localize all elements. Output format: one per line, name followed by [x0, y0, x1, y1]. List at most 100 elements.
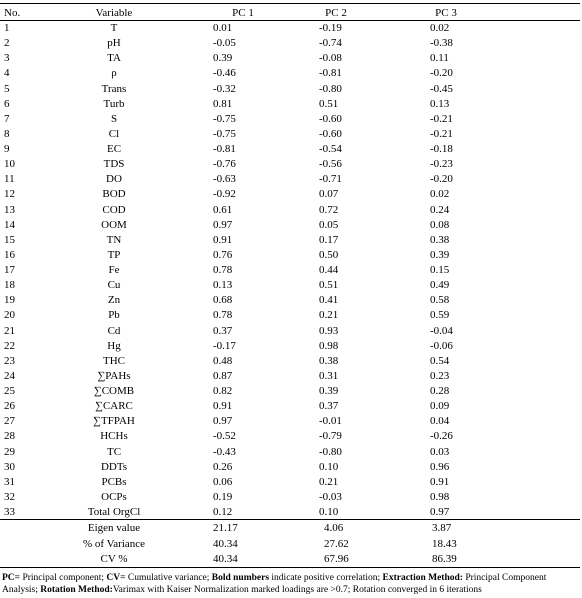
variable-name: ρ [111, 67, 117, 80]
loading-value: 0.72 [319, 203, 339, 216]
variable-name: Total OrgCl [87, 506, 141, 518]
loading-value: 0.03 [430, 445, 450, 458]
variable-name: ∑COMB [93, 385, 135, 397]
loading-value: -0.03 [319, 490, 342, 503]
row-number: 7 [4, 112, 10, 125]
loading-value: -0.17 [213, 339, 236, 352]
loading-value: 0.39 [319, 385, 339, 397]
loading-value: -0.20 [430, 173, 453, 186]
row-number: 23 [4, 354, 15, 367]
row-number: 3 [4, 52, 10, 65]
summary-value: 4.06 [324, 522, 344, 534]
loading-value: 0.97 [213, 415, 233, 428]
variable-name: TP [107, 248, 121, 261]
loading-value: 0.78 [213, 309, 233, 322]
variable-name: Pb [108, 309, 120, 322]
row-number: 30 [4, 460, 15, 473]
loading-value: 0.04 [430, 415, 450, 428]
loading-value: 0.37 [213, 324, 233, 337]
row-number: 13 [4, 203, 15, 216]
loading-value: -0.18 [430, 143, 453, 155]
variable-name: Zn [107, 294, 121, 307]
loading-value: 0.17 [319, 233, 339, 246]
variable-name: T [110, 22, 118, 34]
row-number: 17 [4, 264, 15, 276]
loading-value: 0.58 [430, 294, 450, 307]
summary-rule [0, 519, 580, 520]
loading-value: 0.98 [430, 490, 450, 503]
loading-value: -0.08 [319, 52, 342, 65]
loading-value: -0.04 [430, 324, 453, 337]
loading-value: 0.21 [319, 309, 339, 322]
footnote-term: Rotation Method: [40, 585, 113, 595]
summary-value: 40.34 [213, 553, 238, 565]
loading-value: 0.54 [430, 354, 450, 367]
loading-value: -0.21 [430, 127, 453, 140]
variable-name: TA [107, 52, 121, 65]
loading-value: 0.78 [213, 264, 233, 276]
summary-value: 3.87 [432, 522, 452, 534]
summary-value: 21.17 [213, 522, 238, 534]
row-number: 21 [4, 324, 15, 337]
row-number: 29 [4, 445, 15, 458]
column-header: PC 1 [232, 7, 254, 19]
row-number: 12 [4, 188, 15, 201]
row-number: 9 [4, 143, 10, 155]
loading-value: -0.74 [319, 37, 342, 50]
loading-value: 0.12 [213, 506, 233, 518]
loading-value: 0.28 [430, 385, 450, 397]
loading-value: 0.37 [319, 400, 339, 413]
loading-value: 0.01 [213, 22, 233, 34]
loading-value: -0.76 [213, 158, 236, 171]
summary-value: 18.43 [432, 537, 457, 550]
row-number: 6 [4, 97, 10, 110]
loading-value: 0.87 [213, 369, 233, 382]
summary-value: 86.39 [432, 553, 457, 565]
loading-value: 0.06 [213, 475, 233, 488]
loading-value: 0.48 [213, 354, 233, 367]
loading-value: 0.15 [430, 264, 450, 276]
header-rule [0, 20, 580, 21]
variable-name: Hg [107, 339, 121, 352]
row-number: 32 [4, 490, 15, 503]
loading-value: 0.13 [213, 279, 233, 292]
summary-value: 67.96 [324, 553, 349, 565]
loading-value: 0.51 [319, 97, 339, 110]
row-number: 24 [4, 369, 15, 382]
variable-name: Turb [103, 97, 125, 110]
loading-value: 0.38 [430, 233, 450, 246]
summary-value: 40.34 [213, 537, 238, 550]
loading-value: -0.92 [213, 188, 236, 201]
loading-value: -0.01 [319, 415, 342, 428]
loading-value: 0.21 [319, 475, 339, 488]
row-number: 22 [4, 339, 15, 352]
row-number: 8 [4, 127, 10, 140]
footnote-text: Varimax with Kaiser Normalization marked… [112, 585, 482, 595]
loading-value: 0.82 [213, 385, 233, 397]
footnote-text: indicate positive correlation; [269, 573, 383, 583]
loading-value: -0.20 [430, 67, 453, 80]
loading-value: 0.91 [213, 400, 233, 413]
loading-value: 0.51 [319, 279, 339, 292]
loading-value: 0.05 [319, 218, 339, 231]
loading-value: 0.38 [319, 354, 339, 367]
loading-value: 0.61 [213, 203, 233, 216]
loading-value: 0.97 [430, 506, 450, 518]
loading-value: 0.93 [319, 324, 339, 337]
loading-value: -0.80 [319, 445, 342, 458]
loading-value: -0.81 [319, 67, 342, 80]
variable-name: EC [106, 143, 122, 155]
row-number: 5 [4, 82, 10, 95]
loading-value: -0.75 [213, 112, 236, 125]
variable-name: ∑TFPAH [93, 415, 135, 428]
variable-name: TDS [103, 158, 125, 171]
loading-value: 0.68 [213, 294, 233, 307]
loading-value: 0.41 [319, 294, 339, 307]
loading-value: -0.60 [319, 127, 342, 140]
summary-label: % of Variance [82, 537, 146, 550]
column-header: PC 3 [435, 7, 457, 19]
loading-value: 0.02 [430, 188, 450, 201]
row-number: 20 [4, 309, 15, 322]
loading-value: 0.81 [213, 97, 233, 110]
footnote-term: Extraction Method: [382, 573, 463, 583]
